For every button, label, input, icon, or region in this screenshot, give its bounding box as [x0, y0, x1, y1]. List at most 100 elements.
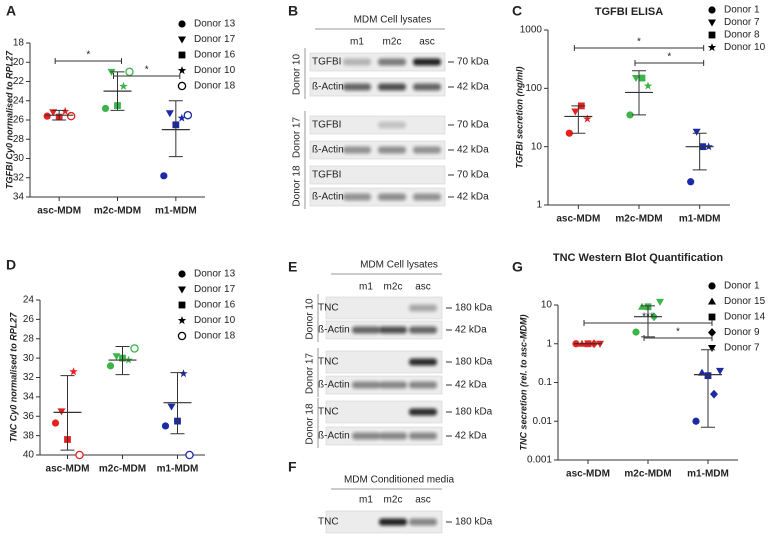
y-tick-label: 32 — [23, 372, 35, 383]
data-point — [125, 67, 134, 77]
data-point — [106, 362, 115, 370]
y-tick-label: 1 — [536, 200, 542, 211]
size-label: 42 kDa — [455, 325, 487, 336]
blot-band — [413, 58, 441, 66]
blot-band — [378, 121, 406, 129]
size-label: 180 kDa — [455, 303, 493, 314]
blot-band — [409, 304, 437, 312]
legend-label: Donor 7 — [724, 17, 760, 28]
legend-label: Donor 7 — [724, 343, 760, 354]
data-point — [61, 106, 70, 115]
blot-strip — [325, 400, 443, 424]
legend-marker — [708, 313, 716, 321]
legend-label: Donor 1 — [724, 5, 760, 16]
blot-band — [409, 326, 437, 334]
legend-label: Donor 13 — [194, 19, 236, 30]
protein-label: TNC — [318, 303, 339, 314]
data-point — [687, 178, 695, 186]
blot-band — [409, 432, 437, 440]
size-label: 70 kDa — [457, 57, 489, 68]
data-point — [632, 75, 640, 83]
blot-strip — [309, 165, 446, 185]
y-axis-label: TGFBI Cy0 normalised to RPL27 — [4, 50, 14, 189]
size-label: 180 kDa — [455, 517, 493, 528]
blot-title: MDM Cell lysates — [354, 15, 432, 26]
data-point — [179, 369, 188, 378]
y-tick-label: 18 — [13, 38, 25, 49]
blot-strip — [309, 187, 446, 207]
donor-label: Donor 10 — [305, 298, 316, 340]
error-bar — [170, 372, 185, 435]
data-point — [101, 104, 110, 113]
error-bar — [115, 346, 130, 376]
legend-marker — [178, 301, 186, 309]
legend-label: Donor 16 — [194, 300, 236, 311]
y-tick-label: 30 — [13, 153, 25, 164]
data-point — [643, 81, 653, 90]
data-point — [632, 328, 640, 336]
data-point — [185, 450, 194, 460]
data-point — [656, 298, 664, 306]
y-tick-label: 34 — [23, 392, 35, 403]
blot-band — [378, 193, 406, 201]
y-axis-label: TNC secretion (rel. to asc-MDM) — [518, 314, 528, 450]
significance-bracket — [113, 73, 181, 79]
legend-label: Donor 1 — [724, 281, 760, 292]
legend-marker — [177, 66, 187, 75]
legend-marker — [708, 297, 716, 305]
protein-label: TGFBI — [312, 170, 341, 181]
data-point — [160, 172, 168, 180]
blot-band — [409, 408, 437, 416]
panel-letter: C — [512, 3, 522, 19]
protein-label: ß-Actin — [318, 431, 350, 442]
size-label: 42 kDa — [457, 145, 489, 156]
panel-letter: D — [6, 257, 16, 273]
protein-label: TGFBI — [312, 120, 341, 131]
protein-label: ß-Actin — [312, 145, 344, 156]
blot-band — [352, 381, 380, 389]
data-point — [69, 367, 78, 376]
data-point — [66, 111, 76, 121]
lane-label: m2c — [384, 495, 403, 506]
blot-band — [379, 432, 407, 440]
data-point — [161, 422, 170, 430]
panel-letter: F — [288, 459, 297, 475]
data-point — [583, 114, 592, 123]
significance-label: * — [667, 52, 671, 63]
size-label: 180 kDa — [455, 407, 493, 418]
blot-strip — [309, 77, 446, 97]
data-point — [565, 129, 573, 137]
protein-label: ß-Actin — [318, 380, 350, 391]
legend-marker — [177, 316, 187, 325]
error-bar — [632, 70, 646, 116]
legend-label: Donor 10 — [194, 315, 236, 326]
donor-label: Donor 17 — [305, 352, 316, 394]
x-tick-label: m1-MDM — [687, 469, 729, 480]
blot-band — [352, 432, 380, 440]
panel-letter: E — [288, 259, 297, 275]
legend-label: Donor 18 — [194, 81, 236, 92]
legend-marker — [178, 36, 186, 44]
x-tick-label: m2c-MDM — [94, 206, 141, 217]
error-bar — [60, 375, 75, 451]
size-label: 42 kDa — [457, 82, 489, 93]
significance-label: * — [145, 65, 149, 76]
data-point — [177, 113, 186, 122]
lane-label: m1 — [350, 37, 364, 48]
blot-strip — [309, 140, 446, 160]
error-bar — [52, 109, 67, 121]
donor-label: Donor 17 — [292, 116, 303, 158]
legend-label: Donor 18 — [194, 331, 236, 342]
error-bar — [168, 100, 183, 158]
significance-label: * — [676, 327, 680, 338]
y-tick-label: 36 — [23, 411, 35, 422]
y-tick-label: 24 — [13, 95, 25, 106]
lane-label: asc — [419, 37, 435, 48]
legend-label: Donor 14 — [724, 312, 766, 323]
x-tick-label: asc-MDM — [46, 464, 90, 475]
y-tick-label: 32 — [13, 172, 25, 183]
blot-band — [378, 146, 406, 154]
y-tick-label: 28 — [23, 333, 35, 344]
blot-band — [378, 83, 406, 91]
blot-band — [378, 58, 406, 66]
